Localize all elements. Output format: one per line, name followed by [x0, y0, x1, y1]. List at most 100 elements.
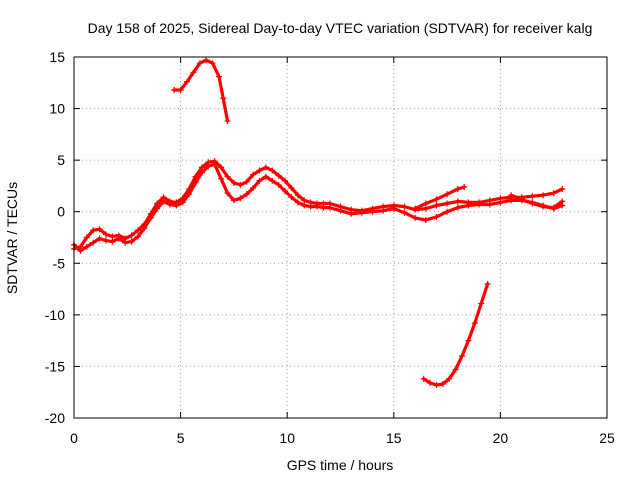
data-point: [444, 200, 451, 207]
data-point: [243, 178, 250, 185]
data-point: [433, 213, 440, 220]
data-point: [269, 167, 276, 174]
y-tick-label: 15: [49, 49, 65, 65]
data-point: [77, 247, 84, 254]
data-point: [348, 210, 355, 217]
data-point: [320, 204, 327, 211]
data-point: [177, 87, 184, 94]
data-point: [211, 161, 218, 168]
data-point: [237, 195, 244, 202]
data-point: [128, 232, 135, 239]
axis-ticks: [73, 56, 608, 419]
data-point: [243, 191, 250, 198]
data-point: [96, 226, 103, 233]
y-tick-label: -15: [45, 358, 65, 374]
data-point: [190, 69, 197, 76]
data-point: [115, 235, 122, 242]
x-tick-labels: 0 5 10 15 20 25: [70, 430, 615, 446]
data-point: [83, 234, 90, 241]
data-point: [422, 200, 429, 207]
data-series: [71, 57, 566, 388]
data-point: [529, 200, 536, 207]
data-point: [422, 216, 429, 223]
data-point: [160, 198, 167, 205]
data-point: [288, 184, 295, 191]
data-point: [196, 60, 203, 67]
data-point: [288, 194, 295, 201]
data-point: [444, 191, 451, 198]
data-point: [465, 337, 472, 344]
data-point: [90, 239, 97, 246]
data-point: [166, 201, 173, 208]
data-point: [256, 177, 263, 184]
data-point: [203, 57, 210, 64]
data-point: [486, 201, 493, 208]
data-point: [412, 205, 419, 212]
series-track-e: [412, 183, 468, 212]
data-point: [412, 214, 419, 221]
data-point: [540, 192, 547, 199]
data-point: [205, 163, 212, 170]
x-axis-label: GPS time / hours: [287, 457, 394, 473]
data-point: [471, 320, 478, 327]
series-trace: [509, 193, 564, 210]
data-point: [96, 235, 103, 242]
y-axis-label: SDTVAR / TECUs: [4, 182, 20, 294]
data-point: [518, 196, 525, 203]
data-point: [452, 366, 459, 373]
data-point: [224, 117, 231, 124]
data-point: [262, 164, 269, 171]
data-point: [550, 190, 557, 197]
data-point: [433, 381, 440, 388]
data-point: [134, 227, 141, 234]
data-point: [433, 196, 440, 203]
x-tick-label: 25: [599, 430, 615, 446]
data-point: [173, 202, 180, 209]
data-point: [446, 375, 453, 382]
y-tick-label: 0: [57, 204, 65, 220]
data-point: [230, 197, 237, 204]
data-point: [550, 204, 557, 211]
y-tick-label: -10: [45, 307, 65, 323]
data-point: [476, 201, 483, 208]
data-point: [540, 203, 547, 210]
series-trace: [172, 58, 230, 123]
data-point: [444, 208, 451, 215]
data-point: [301, 202, 308, 209]
series-track-d: [420, 280, 491, 388]
data-point: [250, 184, 257, 191]
data-point: [141, 225, 148, 232]
data-point: [559, 186, 566, 193]
data-point: [529, 193, 536, 200]
data-point: [508, 192, 515, 199]
data-point: [326, 204, 333, 211]
grid-lines: [74, 57, 607, 418]
data-point: [198, 164, 205, 171]
data-point: [282, 177, 289, 184]
data-point: [147, 214, 154, 221]
data-point: [224, 173, 231, 180]
data-point: [390, 205, 397, 212]
data-point: [171, 87, 178, 94]
data-point: [154, 205, 161, 212]
data-point: [294, 192, 301, 199]
data-point: [420, 375, 427, 382]
data-point: [269, 177, 276, 184]
data-point: [230, 179, 237, 186]
data-point: [262, 173, 269, 180]
data-point: [102, 231, 109, 238]
data-point: [83, 243, 90, 250]
data-point: [154, 200, 161, 207]
data-point: [192, 179, 199, 186]
x-tick-label: 0: [70, 430, 78, 446]
x-tick-label: 10: [279, 430, 295, 446]
x-tick-label: 20: [493, 430, 509, 446]
y-tick-label: 5: [57, 152, 65, 168]
data-point: [380, 207, 387, 214]
x-tick-label: 15: [386, 430, 402, 446]
data-point: [179, 199, 186, 206]
y-tick-label: -5: [53, 255, 66, 271]
data-point: [307, 203, 314, 210]
data-point: [102, 237, 109, 244]
